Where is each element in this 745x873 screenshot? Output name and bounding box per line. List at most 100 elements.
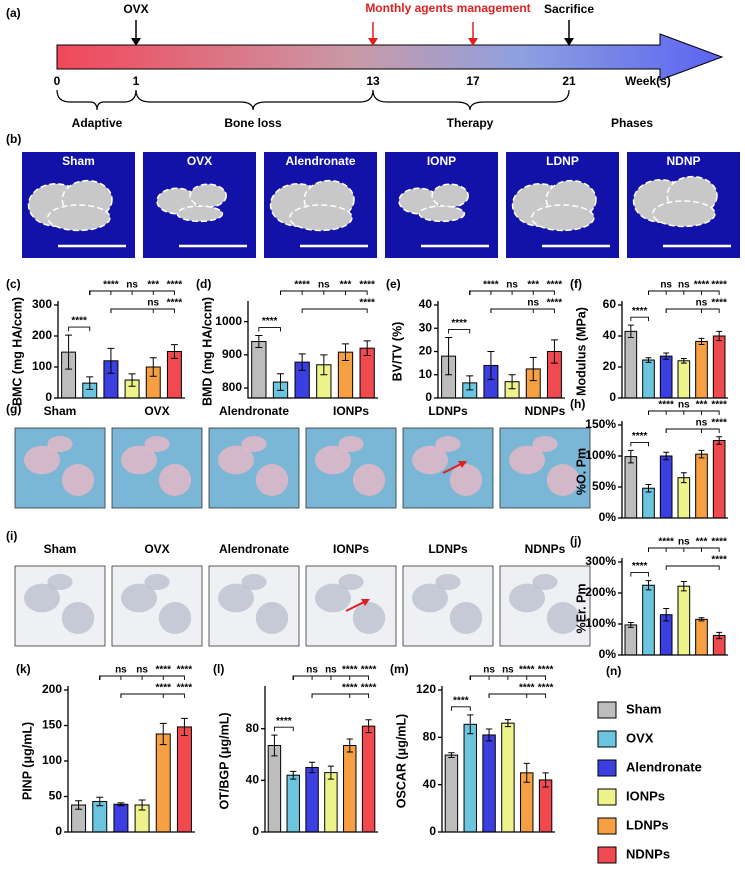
y-axis-label: BMD (mg HA/ccm): [200, 297, 214, 406]
pointer-arrow: [442, 462, 464, 474]
bone-structure: [176, 205, 224, 223]
significance-bracket: [648, 290, 702, 295]
tissue: [241, 574, 267, 590]
significance-bracket: [450, 706, 471, 711]
significance-bracket: [280, 290, 303, 295]
week-label: 1: [133, 74, 140, 88]
error-bar: [466, 375, 474, 391]
bar: [695, 340, 708, 399]
error-bar: [698, 617, 705, 622]
error-bar: [320, 354, 328, 376]
significance-label: ns: [325, 665, 337, 676]
significance-label: ****: [155, 683, 171, 694]
error-bar: [159, 722, 167, 746]
y-axis-label: %Er. Pm: [574, 583, 588, 633]
panel-label: (e): [386, 277, 401, 291]
phase-label: Phases: [611, 116, 653, 130]
y-tick-label: 100: [42, 753, 62, 767]
significance-label: ****: [711, 555, 727, 566]
y-tick-label: 40: [423, 777, 437, 791]
significance-bracket: [648, 290, 720, 295]
significance-bracket: [665, 428, 720, 433]
significance-label: ns: [147, 298, 159, 309]
significance-bracket: [648, 547, 720, 552]
tissue: [435, 436, 461, 452]
error-bar: [487, 351, 495, 380]
legend-label: NDNPs: [626, 846, 670, 861]
image-label: OVX: [144, 404, 169, 418]
tissue: [24, 583, 60, 613]
significance-label: ****: [177, 683, 193, 694]
significance-bracket: [469, 290, 534, 295]
tissue: [241, 436, 267, 452]
significance-label: ****: [359, 280, 375, 291]
error-bar: [698, 337, 705, 346]
significance-label: ****: [103, 280, 119, 291]
error-bar: [504, 719, 512, 728]
error-bar: [298, 353, 306, 371]
error-bar: [529, 356, 537, 382]
tissue: [24, 445, 60, 475]
significance-bracket: [488, 693, 528, 698]
error-bar: [716, 631, 723, 640]
significance-bracket: [311, 693, 370, 698]
y-tick-label: 0: [425, 390, 432, 404]
significance-bracket: [292, 675, 351, 680]
y-tick-label: 100: [32, 359, 52, 373]
error-bar: [680, 357, 687, 364]
tissue: [509, 583, 545, 613]
significance-bracket: [630, 316, 649, 322]
significance-label: ****: [632, 431, 648, 442]
significance-label: ****: [177, 665, 193, 676]
tissue: [352, 464, 386, 496]
tissue: [412, 445, 448, 475]
y-tick-label: 200: [42, 682, 62, 696]
significance-bracket: [630, 572, 649, 577]
bar: [624, 624, 638, 656]
bar: [642, 487, 655, 519]
panel-label: (n): [606, 664, 621, 678]
significance-label: ****: [547, 298, 563, 309]
y-tick-label: 50%: [592, 479, 616, 493]
significance-label: ****: [711, 418, 727, 429]
significance-bracket: [110, 308, 175, 313]
significance-bracket: [490, 308, 534, 313]
error-bar: [138, 799, 146, 811]
y-tick-label: 150%: [585, 417, 616, 431]
significance-bracket: [311, 693, 351, 698]
significance-bracket: [648, 410, 667, 415]
bar: [176, 726, 192, 833]
significance-label: ns: [696, 418, 708, 429]
significance-bracket: [648, 547, 702, 552]
significance-bracket: [665, 565, 720, 570]
phase-label: Bone loss: [224, 116, 282, 130]
bone-structure: [289, 204, 353, 232]
y-tick-label: 0: [45, 390, 52, 404]
bar: [286, 774, 300, 833]
significance-bracket: [89, 290, 175, 295]
error-bar: [363, 340, 371, 356]
bar: [324, 772, 338, 833]
tissue: [338, 436, 364, 452]
panel-label: (f): [570, 277, 582, 291]
significance-label: ****: [538, 665, 554, 676]
bar: [659, 455, 673, 519]
y-tick-label: 0%: [599, 647, 617, 661]
event-arrows: [131, 20, 574, 46]
error-bar: [680, 472, 687, 484]
significance-label: ***: [527, 280, 539, 291]
significance-label: ****: [276, 716, 292, 727]
y-tick-label: 1000: [215, 314, 242, 328]
tissue: [338, 574, 364, 590]
event-label: OVX: [123, 2, 148, 16]
bar: [305, 766, 319, 833]
significance-label: ****: [451, 318, 467, 329]
y-tick-label: 0: [252, 824, 259, 838]
significance-bracket: [448, 329, 471, 334]
tissue: [315, 445, 351, 475]
significance-label: ns: [696, 298, 708, 309]
axis-unit: Week(s): [625, 74, 671, 88]
significance-label: ns: [660, 280, 672, 291]
image-label: IONP: [427, 154, 456, 168]
image-label: Alendronate: [219, 542, 289, 556]
